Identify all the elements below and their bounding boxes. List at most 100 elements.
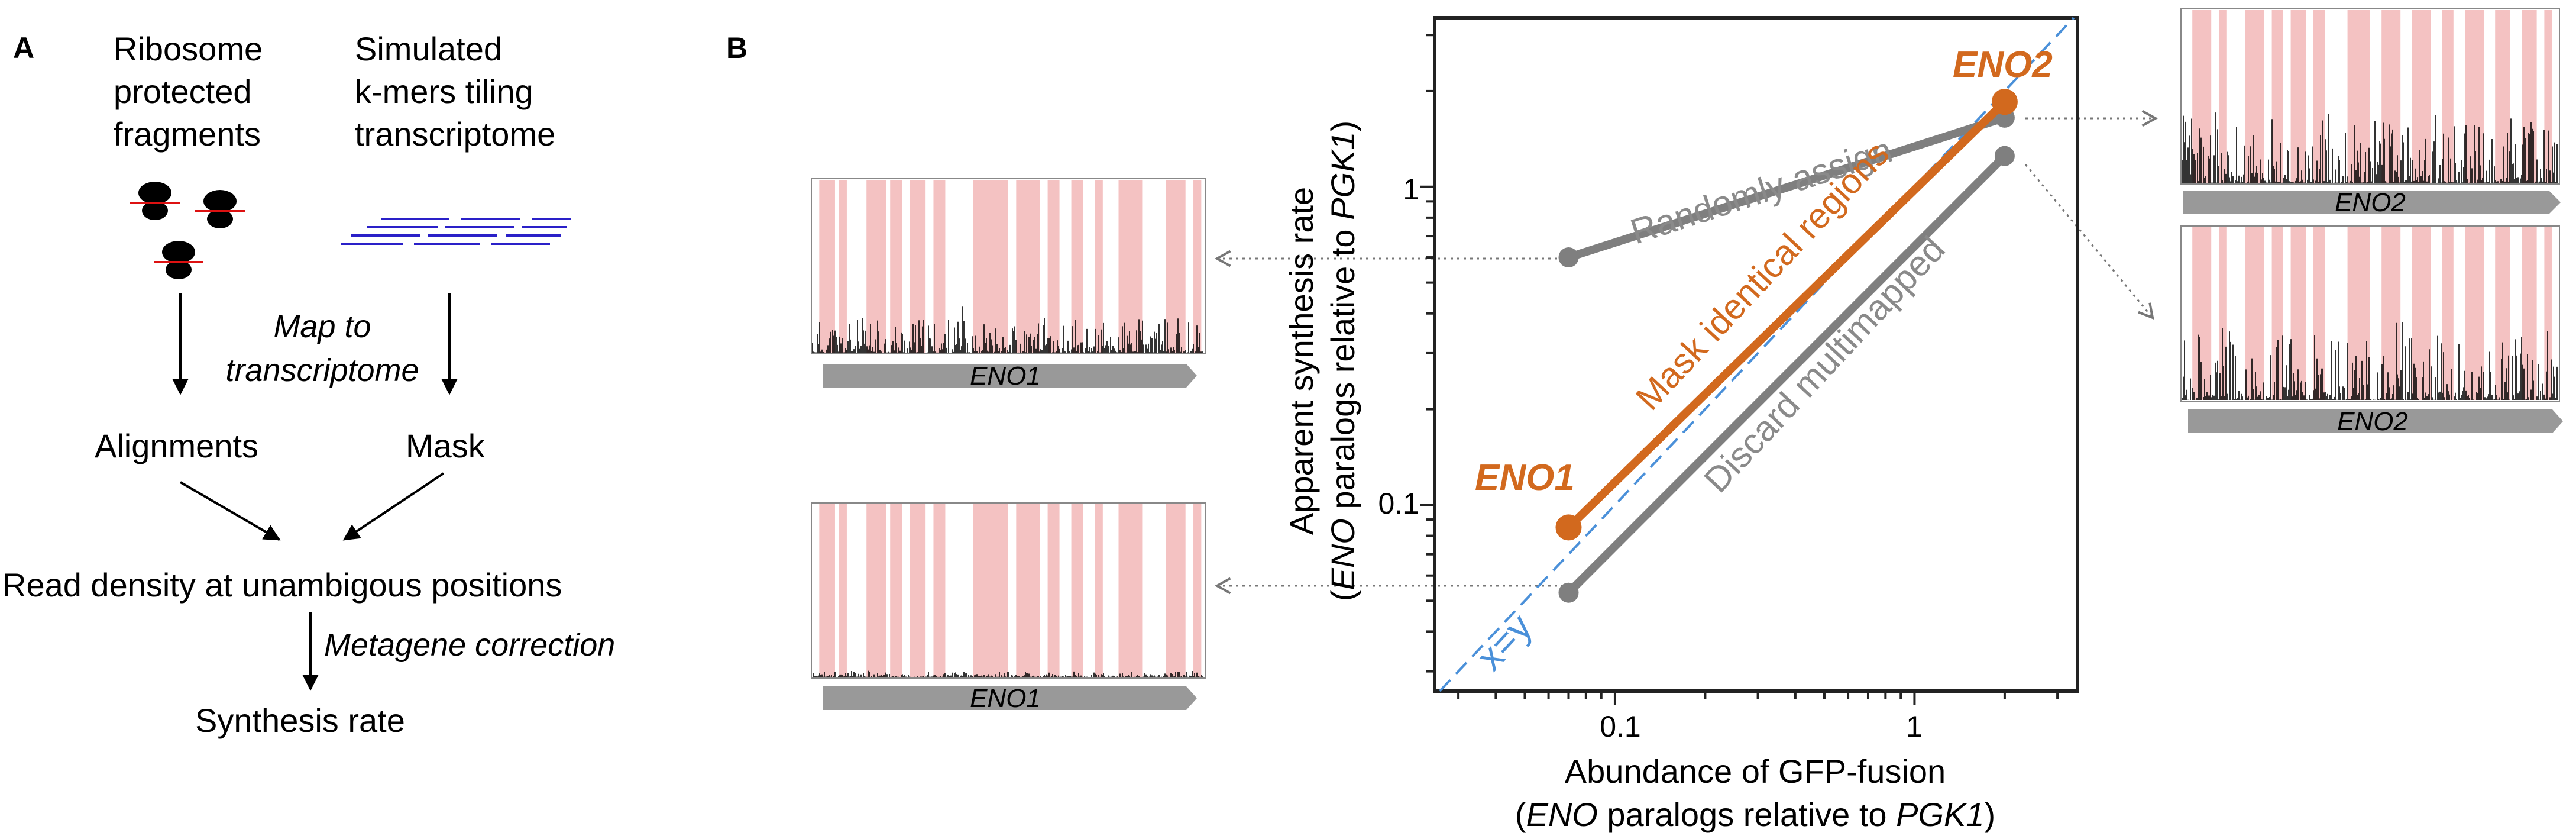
- panel-b-label: B: [726, 31, 747, 64]
- mask-band: [973, 504, 1008, 677]
- axis-ticks: [1420, 34, 2059, 705]
- data-point: [1994, 146, 2015, 166]
- mask-band: [1166, 180, 1186, 353]
- mask-band: [2442, 227, 2454, 400]
- mask-band: [933, 504, 946, 677]
- mask-band: [1193, 504, 1202, 677]
- track-eno1-bottom: ENO1: [811, 502, 1206, 713]
- mask-band: [1166, 504, 1186, 677]
- mask-band: [1047, 504, 1060, 677]
- kmers-label-line2: k-mers tiling: [355, 73, 533, 110]
- mask-band: [1071, 504, 1083, 677]
- mask-bands: [819, 504, 1202, 677]
- mask-band: [890, 180, 902, 353]
- kmers-label-line1: Simulated: [355, 30, 502, 67]
- mask-band: [1095, 504, 1103, 677]
- mask-band: [1071, 180, 1083, 353]
- mask-band: [1016, 504, 1040, 677]
- arrow-mask-to-density: [342, 472, 445, 541]
- read-density-signal: [812, 670, 1203, 677]
- kmer-lines: [341, 218, 571, 245]
- xtick-1: 1: [1906, 710, 1923, 743]
- ribosome-label-line2: protected: [114, 73, 252, 110]
- ytick-1: 1: [1403, 173, 1419, 206]
- mask-band: [819, 504, 835, 677]
- mask-band: [910, 504, 926, 677]
- data-point: [1558, 582, 1579, 603]
- series-line: [1564, 151, 2009, 597]
- plot-area: [1433, 16, 2079, 693]
- x-axis-label-line2: (ENO paralogs relative to PGK1): [1515, 796, 1995, 833]
- synthesis-rate-label: Synthesis rate: [195, 702, 405, 739]
- mask-band: [2192, 227, 2212, 400]
- gene-label-eno1-top: ENO1: [970, 362, 1041, 391]
- mask-band: [2442, 10, 2454, 183]
- mask-bands: [2192, 227, 2552, 400]
- mask-bands: [819, 180, 1202, 353]
- reference-line-label: x=y: [1468, 605, 1541, 678]
- mask-band: [2219, 227, 2227, 400]
- mask-band: [1047, 180, 1060, 353]
- mask-band: [866, 180, 886, 353]
- y-axis-label-line2: (ENO paralogs relative to PGK1): [1324, 121, 1361, 601]
- arrow-alignments-to-density: [179, 481, 281, 541]
- data-point: [1991, 89, 2018, 115]
- mask-band: [2347, 10, 2370, 183]
- mask-band: [2313, 227, 2325, 400]
- series-layer: [1555, 89, 2018, 603]
- panel-b: B ENO1 ENO1 ENO2: [726, 8, 2563, 833]
- mask-band: [1118, 180, 1143, 353]
- series-line: [1564, 98, 2009, 532]
- mask-band: [2412, 10, 2431, 183]
- alignments-label: Alignments: [95, 427, 258, 464]
- read-density-signal: [812, 306, 1203, 353]
- mask-band: [1118, 504, 1143, 677]
- label-eno2: ENO2: [1953, 44, 2053, 85]
- connector-arrows: [1214, 109, 2158, 595]
- track-eno2-top: ENO2: [2180, 8, 2561, 217]
- mask-band: [2381, 227, 2401, 400]
- mask-band: [910, 180, 926, 353]
- metagene-label: Metagene correction: [324, 627, 615, 663]
- gene-label-eno2-top: ENO2: [2335, 188, 2406, 217]
- connector-eno2-bottom: [2024, 164, 2154, 320]
- mask-band: [819, 180, 835, 353]
- gene-label-eno2-bottom: ENO2: [2337, 407, 2408, 436]
- map-to-label-line2: transcriptome: [225, 353, 419, 388]
- mask-band: [2544, 10, 2552, 183]
- ribosome-icons: [130, 182, 245, 279]
- gene-label-eno1-bottom: ENO1: [970, 684, 1041, 713]
- mask-band: [1193, 180, 1202, 353]
- label-eno1: ENO1: [1475, 457, 1575, 498]
- mask-band: [839, 180, 847, 353]
- gene-arrow-eno2-top: [2183, 191, 2561, 214]
- mask-band: [2219, 10, 2227, 183]
- mask-band: [1095, 180, 1103, 353]
- map-to-label-line1: Map to: [273, 309, 371, 344]
- panel-a-label: A: [13, 31, 34, 64]
- mask-band: [866, 504, 886, 677]
- ytick-0.1: 0.1: [1378, 487, 1419, 520]
- mask-band: [2495, 10, 2510, 183]
- mask-band: [2271, 227, 2283, 400]
- panel-a: A Ribosome protected fragments Simulated…: [2, 30, 615, 739]
- mask-band: [890, 504, 902, 677]
- mask-band: [1016, 180, 1040, 353]
- mask-band: [973, 180, 1008, 353]
- ribosome-label-line3: fragments: [114, 115, 261, 153]
- track-eno2-bottom: ENO2: [2180, 225, 2563, 436]
- track-eno1-top: ENO1: [811, 178, 1206, 391]
- mask-band: [2313, 10, 2325, 183]
- mask-band: [2245, 227, 2264, 400]
- mask-band: [2271, 10, 2283, 183]
- y-axis-label-line1: Apparent synthesis rate: [1283, 187, 1320, 535]
- ribosome-label-line1: Ribosome: [114, 30, 263, 67]
- mask-band: [2245, 10, 2264, 183]
- data-point: [1558, 247, 1579, 268]
- read-density-signal: [2182, 322, 2558, 400]
- xtick-0.1: 0.1: [1600, 710, 1641, 743]
- kmers-label-line3: transcriptome: [355, 115, 555, 153]
- x-axis-label-line1: Abundance of GFP-fusion: [1565, 753, 1946, 790]
- series-line: [1564, 113, 2009, 262]
